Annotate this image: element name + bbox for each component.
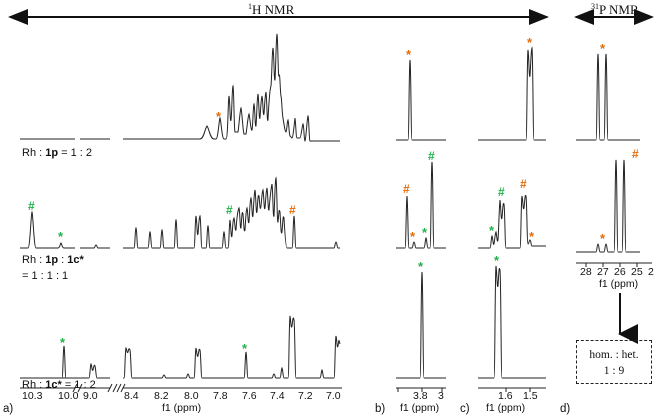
panel-a-middle-spectrum: [20, 176, 340, 249]
panel-a-tick-9.0: 9.0: [83, 390, 98, 402]
panel-b-label: b): [375, 403, 386, 415]
panel-c-xlabel: f1 (ppm): [486, 402, 526, 414]
panel-c-tick-1.5: 1.5: [523, 390, 538, 402]
axis-break-3b: [120, 383, 126, 393]
result-box: hom. : het. 1 : 9: [576, 340, 652, 384]
panel-d-tick-25: 25: [631, 266, 643, 278]
star-marker: *: [422, 225, 428, 240]
panel-a-label: a): [3, 403, 14, 415]
star-marker: *: [489, 223, 495, 238]
panel-b-spectra: [396, 59, 446, 379]
star-marker: *: [242, 341, 248, 356]
p-nmr-header-sup: 31: [591, 2, 599, 11]
panel-c-tick-1.6: 1.6: [498, 390, 513, 402]
axes: [20, 262, 652, 393]
panel-a-tick-7.6: 7.6: [242, 390, 257, 402]
panel-a-tick-7.4: 7.4: [270, 390, 285, 402]
panel-b-tick-3: 3: [438, 390, 444, 402]
star-marker: *: [600, 231, 606, 246]
star-marker: *: [60, 335, 66, 350]
star-marker: *: [527, 35, 533, 50]
hash-marker: #: [403, 182, 410, 196]
result-box-line2: 1 : 9: [603, 365, 625, 377]
star-marker: *: [600, 41, 606, 56]
panel-d-tick-26: 26: [614, 266, 626, 278]
panel-b-xlabel: f1 (ppm): [400, 402, 440, 414]
axis-break-3a: [116, 383, 122, 393]
hash-marker: #: [520, 177, 527, 191]
star-marker: *: [410, 229, 416, 244]
star-marker: *: [529, 229, 535, 244]
panel-d-spectra: [576, 53, 640, 253]
axis-break-1a: [72, 383, 78, 393]
star-marker: *: [58, 229, 64, 244]
ratio-label-middle-line2: = 1 : 1 : 1: [22, 270, 69, 282]
panel-a-tick-7.0: 7.0: [326, 390, 341, 402]
star-marker: *: [418, 259, 424, 274]
panel-d-tick-28: 28: [580, 266, 592, 278]
panel-a-tick-10.3: 10.3: [22, 390, 43, 402]
h-nmr-header-text: H NMR: [252, 2, 295, 17]
hash-marker: #: [28, 199, 35, 213]
panel-a-tick-10.0: 10.0: [58, 390, 79, 402]
panel-b-tick-3.8: 3.8: [413, 390, 428, 402]
p-nmr-header: 31P NMR: [591, 2, 639, 17]
panel-a-tick-8.2: 8.2: [154, 390, 169, 402]
star-marker: *: [406, 47, 412, 62]
panel-a-bottom-spectrum: [20, 315, 341, 379]
hash-marker: #: [289, 203, 296, 217]
h-nmr-header-sup: 1: [248, 2, 252, 11]
hash-marker: #: [498, 185, 505, 199]
panel-a-tick-8.0: 8.0: [184, 390, 199, 402]
panel-a-tick-7.8: 7.8: [213, 390, 228, 402]
axis-break-1b: [77, 383, 83, 393]
result-box-line1: hom. : het.: [589, 349, 639, 361]
ratio-label-bottom: Rh : 1c* = 1 : 2: [22, 379, 96, 391]
panel-d-tick-2: 2: [648, 266, 654, 278]
hash-marker: #: [632, 147, 639, 161]
h-nmr-header: 1H NMR: [248, 2, 295, 17]
panel-c-spectra: [478, 46, 546, 379]
star-marker: *: [216, 109, 222, 124]
panel-a-tick-8.4: 8.4: [124, 390, 139, 402]
axis-break-2b: [112, 383, 118, 393]
ratio-label-middle: Rh : 1p : 1c*: [22, 254, 84, 266]
panel-d-tick-27: 27: [597, 266, 609, 278]
panel-c-label: c): [460, 403, 470, 415]
panel-a-tick-7.2: 7.2: [298, 390, 313, 402]
panel-d-label: d): [560, 403, 571, 415]
star-marker: *: [494, 253, 500, 268]
ratio-label-top: Rh : 1p = 1 : 2: [22, 147, 93, 159]
hash-marker: #: [428, 149, 435, 163]
panel-a-top-spectrum: [20, 33, 340, 142]
panel-d-xlabel: f1 (ppm): [599, 278, 639, 290]
p-nmr-header-text: P NMR: [599, 2, 639, 17]
panel-a-xlabel: f1 (ppm): [162, 402, 202, 414]
axis-break-2a: [107, 383, 113, 393]
hash-marker: #: [226, 203, 233, 217]
